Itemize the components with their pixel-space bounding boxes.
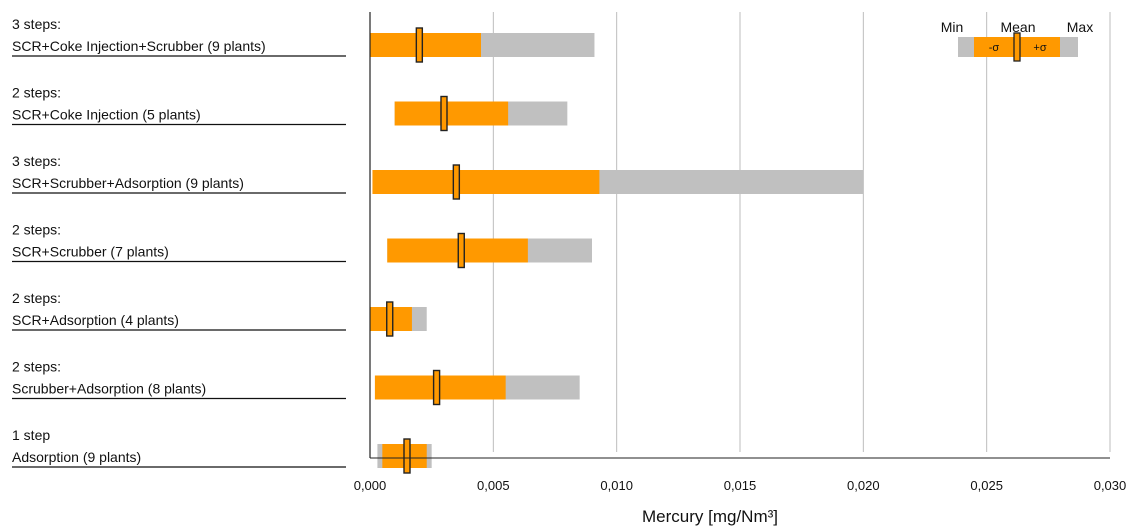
- category-label-line1: 3 steps:: [12, 16, 61, 32]
- bars: [370, 27, 864, 474]
- legend-plus-sigma: +σ: [1033, 42, 1046, 54]
- x-tick-label: 0,015: [724, 478, 757, 493]
- legend: -σ +σ Min Mean Max: [941, 19, 1093, 62]
- x-tick-label: 0,000: [354, 478, 387, 493]
- mean-marker: [457, 232, 465, 269]
- mean-marker: [386, 301, 394, 337]
- category-label-line1: 1 step: [12, 427, 50, 443]
- category-label-line2: SCR+Coke Injection+Scrubber (9 plants): [12, 38, 266, 54]
- category-label-line1: 2 steps:: [12, 290, 61, 306]
- x-tick-label: 0,005: [477, 478, 510, 493]
- mean-marker: [415, 27, 424, 63]
- category-label-line1: 3 steps:: [12, 153, 61, 169]
- x-tick-label: 0,020: [847, 478, 880, 493]
- x-tick-label: 0,025: [970, 478, 1003, 493]
- legend-label: Min: [941, 19, 964, 35]
- category-label-line2: SCR+Adsorption (4 plants): [12, 312, 179, 328]
- legend-minus-sigma: -σ: [989, 42, 1000, 54]
- sigma-bar: [370, 33, 481, 57]
- x-tick-label: 0,030: [1094, 478, 1127, 493]
- x-axis: 0,000 0,005 0,010 0,015 0,020 0,025 0,030 Mercu…: [354, 12, 1127, 526]
- legend-label: Max: [1067, 19, 1093, 35]
- category-label-line1: 2 steps:: [12, 359, 61, 375]
- legend-label: Mean: [1000, 19, 1035, 35]
- category-label-line2: SCR+Scrubber (7 plants): [12, 244, 169, 260]
- mean-marker: [403, 438, 411, 474]
- category-labels: 3 steps: SCR+Coke Injection+Scrubber (9 p…: [12, 16, 346, 468]
- grid-lines: [492, 12, 1111, 452]
- sigma-bar: [372, 170, 600, 194]
- category-label-line2: Scrubber+Adsorption (8 plants): [12, 381, 206, 397]
- sigma-bar: [394, 101, 509, 126]
- x-axis-title: Mercury [mg/Nm³]: [642, 507, 778, 526]
- mean-marker: [440, 95, 448, 132]
- legend-mean-marker: [1013, 32, 1021, 62]
- category-label-line2: SCR+Coke Injection (5 plants): [12, 107, 201, 123]
- category-label-line2: Adsorption (9 plants): [12, 449, 141, 465]
- mean-marker: [432, 369, 441, 406]
- mean-marker: [452, 164, 461, 200]
- category-label-line2: SCR+Scrubber+Adsorption (9 plants): [12, 175, 244, 191]
- category-label-line1: 2 steps:: [12, 85, 61, 101]
- category-label-line1: 2 steps:: [12, 222, 61, 238]
- x-tick-label: 0,010: [600, 478, 633, 493]
